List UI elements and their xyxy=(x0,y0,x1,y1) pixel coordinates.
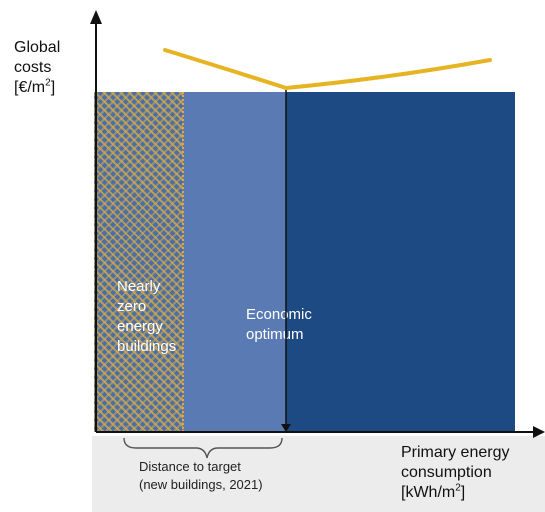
high-consumption-zone xyxy=(286,92,515,432)
x-axis-label: Primary energy consumption [kWh/m2] xyxy=(401,444,510,501)
economic-optimum-label: Economic optimum xyxy=(246,306,312,343)
y-axis-label: Global costs [€/m2] xyxy=(14,39,61,96)
global-cost-curve xyxy=(163,48,492,91)
distance-brace xyxy=(123,437,283,459)
nzeb-divider xyxy=(182,92,184,432)
y-axis-arrowhead xyxy=(90,10,102,24)
optimum-marker-arrowhead xyxy=(281,424,291,432)
x-axis-arrowhead xyxy=(533,426,545,438)
nzeb-zone xyxy=(94,92,183,432)
nzeb-label: Nearly zero energy buildings xyxy=(117,278,177,355)
distance-to-target-label: Distance to target (new buildings, 2021) xyxy=(139,459,263,492)
gap-zone xyxy=(183,92,286,432)
